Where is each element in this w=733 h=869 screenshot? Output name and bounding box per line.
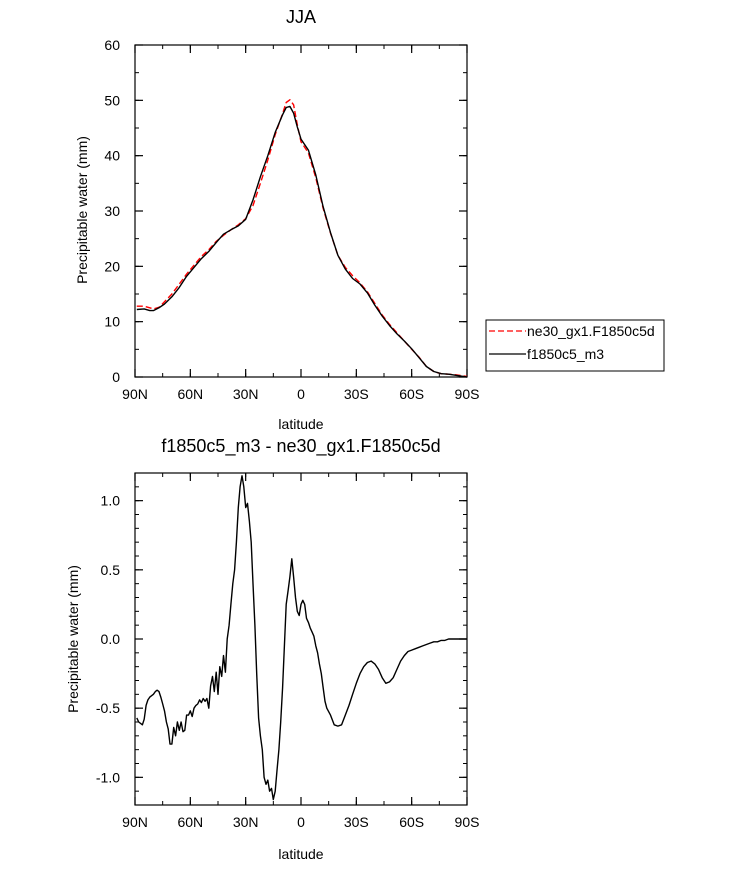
y-tick-label: 50: [104, 92, 120, 108]
y-tick-label: -0.5: [96, 700, 120, 716]
legend-label-series-2: f1850c5_m3: [527, 346, 604, 362]
y-tick-label: 0: [112, 369, 120, 385]
y-tick-label: 20: [104, 258, 120, 274]
x-tick-label: 30N: [233, 386, 259, 402]
bottom-x-axis-label: latitude: [278, 846, 323, 862]
y-tick-label: -1.0: [96, 769, 120, 785]
y-tick-label: 0.5: [101, 562, 121, 578]
x-tick-label: 60N: [177, 814, 203, 830]
y-tick-label: 60: [104, 37, 120, 53]
plot-frame: [134, 472, 468, 806]
x-tick-label: 60N: [177, 386, 203, 402]
top-plot-area: 90N 60N 30N 0 30S 60S 90S 0 10 20 30 40 50 60: [104, 37, 479, 402]
top-chart-title: JJA: [286, 7, 316, 27]
legend-box: [485, 319, 665, 372]
top-x-axis-label: latitude: [278, 416, 323, 432]
legend: ne30_gx1.F1850c5d f1850c5_m3: [485, 319, 665, 372]
x-tick-label: 90N: [122, 386, 148, 402]
y-tick-label: 1.0: [101, 493, 121, 509]
x-tick-label: 30S: [344, 386, 369, 402]
y-tick-label: 30: [104, 203, 120, 219]
x-tick-label: 0: [297, 386, 305, 402]
y-tick-label: 10: [104, 314, 120, 330]
series-line-f1850c5-m3: [136, 105, 468, 378]
x-tick-label: 30S: [344, 814, 369, 830]
y-tick-label: 0.0: [101, 631, 121, 647]
x-tick-label: 30N: [233, 814, 259, 830]
bottom-chart-title: f1850c5_m3 - ne30_gx1.F1850c5d: [161, 436, 440, 457]
top-y-axis-label: Precipitable water (mm): [74, 136, 90, 284]
x-tick-label: 0: [297, 814, 305, 830]
plot-frame: [134, 44, 468, 378]
top-chart: JJA 90N 60N 30N 0 30S 60S 90S 0 10 20 30 40 50 60 lat…: [74, 7, 479, 432]
x-tick-label: 90N: [122, 814, 148, 830]
x-tick-label: 90S: [455, 386, 480, 402]
bottom-plot-area: 90N 60N 30N 0 30S 60S 90S -1.0 -0.5 0.0 0.5 1.0: [96, 472, 480, 830]
x-tick-label: 90S: [455, 814, 480, 830]
series-line-difference: [136, 475, 467, 801]
bottom-y-axis-label: Precipitable water (mm): [65, 565, 81, 713]
series-line-ne30-gx1-f1850c5d: [136, 99, 468, 378]
x-tick-label: 60S: [399, 814, 424, 830]
x-tick-label: 60S: [399, 386, 424, 402]
legend-label-series-1: ne30_gx1.F1850c5d: [527, 323, 655, 339]
y-tick-label: 40: [104, 148, 120, 164]
bottom-chart: f1850c5_m3 - ne30_gx1.F1850c5d 90N 60N 30N…: [65, 436, 479, 862]
